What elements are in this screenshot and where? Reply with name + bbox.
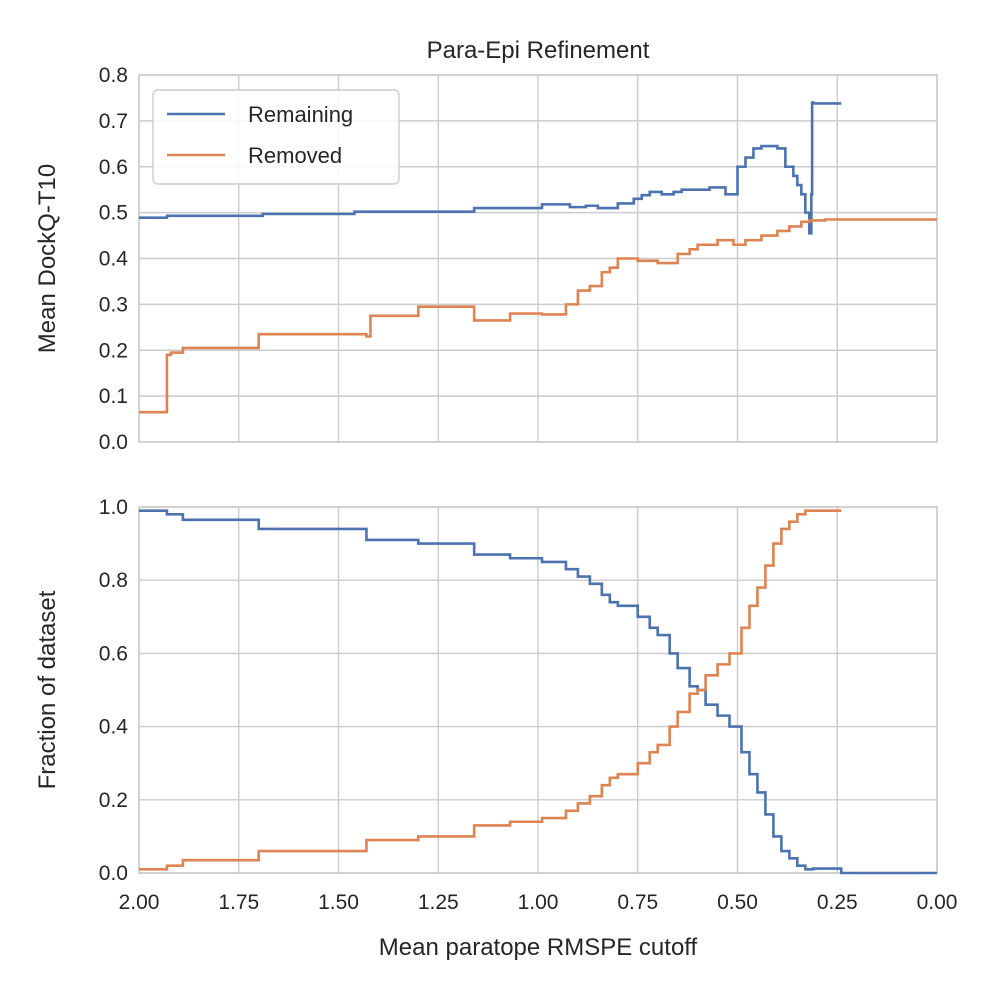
x-tick-label: 1.25	[418, 891, 459, 914]
bottom-y-axis-label: Fraction of dataset	[34, 590, 61, 789]
bottom-y-tick-label: 0.8	[99, 569, 128, 592]
top-series-removed-line	[139, 218, 937, 414]
top-y-tick-label: 0.4	[99, 248, 129, 271]
bottom-axes: 2.00 1.75 1.50 1.25 1.00 0.75 0.50 0.25 0.00 0.0 0…	[34, 496, 957, 914]
bottom-y-tick-label: 0.6	[99, 642, 128, 665]
x-tick-label: 0.00	[917, 891, 958, 914]
bottom-series-remaining-line	[139, 509, 937, 875]
top-y-tick-label: 0.6	[99, 156, 128, 179]
top-y-tick-label: 0.8	[99, 64, 128, 87]
legend-removed-label: Removed	[248, 143, 342, 168]
top-y-axis-label: Mean DockQ-T10	[34, 164, 61, 353]
top-axes: 0.0 0.1 0.2 0.3 0.4 0.5 0.6 0.7 0.8 Mean DockQ-T1…	[34, 64, 938, 454]
bottom-y-tick-label: 0.0	[99, 862, 128, 885]
x-tick-label: 1.00	[518, 891, 559, 914]
figure-title: Para-Epi Refinement	[427, 37, 650, 64]
top-y-tick-label: 0.5	[99, 202, 128, 225]
top-y-tick-label: 0.3	[99, 293, 128, 316]
x-tick-label: 0.25	[817, 891, 858, 914]
top-y-tick-label: 0.0	[99, 431, 128, 454]
top-y-tick-label: 0.1	[99, 385, 128, 408]
x-tick-label: 1.50	[318, 891, 359, 914]
x-tick-label: 0.75	[617, 891, 658, 914]
bottom-axes-frame	[138, 506, 938, 874]
top-axes-frame	[138, 74, 938, 443]
top-y-tick-label: 0.7	[99, 110, 128, 133]
legend: Remaining Removed	[152, 89, 400, 185]
bottom-series-removed-line	[139, 509, 842, 871]
top-series-remaining-line	[139, 101, 842, 235]
x-tick-label: 0.50	[717, 891, 758, 914]
bottom-y-tick-label: 1.0	[99, 496, 128, 519]
x-tick-label: 2.00	[119, 891, 160, 914]
bottom-y-tick-label: 0.4	[99, 716, 129, 739]
legend-remaining-label: Remaining	[248, 102, 353, 127]
bottom-y-tick-label: 0.2	[99, 789, 128, 812]
x-tick-label: 1.75	[218, 891, 259, 914]
x-axis-label: Mean paratope RMSPE cutoff	[379, 934, 698, 961]
top-y-tick-label: 0.2	[99, 339, 128, 362]
